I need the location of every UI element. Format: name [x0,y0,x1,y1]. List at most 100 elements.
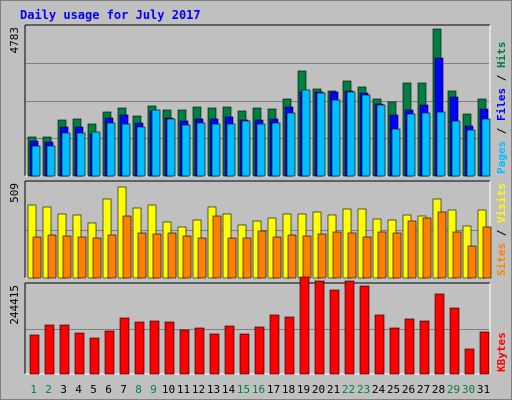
bar-pages [241,120,251,177]
series-pages [31,89,491,177]
legend-entry: Sites [495,243,508,276]
bar-kbytes [434,293,445,375]
x-tick-label: 14 [222,383,236,396]
panel-visits: 509 Sites / Visits [8,180,508,279]
bar-sites [47,234,57,279]
bar-pages [226,123,236,177]
x-tick-label: 20 [312,383,325,396]
x-tick-label: 13 [207,383,220,396]
series-sites [32,211,492,279]
bar-sites [482,226,492,279]
bar-kbytes [374,314,385,375]
bar-pages [196,122,206,177]
x-tick-label: 30 [462,383,475,396]
bar-pages [151,109,161,177]
bar-sites [62,235,72,279]
x-tick-label: 1 [30,383,37,396]
bar-sites [437,211,447,279]
bar-kbytes [209,333,220,375]
bar-pages [361,94,371,177]
x-axis-labels: 1 2 3 4 5 6 7 8 9 10 11 12 13 14 15 16 17 18 19 20 21 22 23 24 2… [30,383,490,396]
bar-pages [136,126,146,177]
bar-sites [137,232,147,279]
x-tick-label: 2 [45,383,52,396]
bar-kbytes [389,327,400,375]
bar-pages [91,131,101,177]
bar-pages [331,99,341,177]
bar-sites [107,234,117,279]
bar-pages [211,123,221,177]
bar-sites [377,231,387,279]
bar-pages [316,92,326,177]
bar-kbytes [164,321,175,375]
bar-kbytes [449,307,460,375]
bar-kbytes [329,289,340,375]
bar-sites [212,215,222,279]
x-tick-label: 7 [120,383,127,396]
bar-pages [121,123,131,177]
bar-kbytes [119,317,130,375]
x-tick-label: 8 [135,383,142,396]
bar-sites [182,235,192,279]
x-tick-label: 12 [192,383,205,396]
bar-kbytes [419,320,430,375]
x-tick-label: 24 [372,383,386,396]
legend-entry: Visits [495,183,508,223]
bar-pages [301,89,311,177]
x-tick-label: 19 [297,383,310,396]
x-tick-label: 21 [327,383,340,396]
bar-sites [257,230,267,279]
bar-kbytes [29,334,40,375]
chart-title: Daily usage for July 2017 [20,8,201,22]
bar-kbytes [254,326,265,375]
bar-sites [467,245,477,279]
x-tick-label: 9 [150,383,157,396]
panel-hits: 4783 Pages / Files / Hits [8,24,508,177]
bar-sites [32,236,42,279]
legend-entry: Hits [495,42,508,69]
x-tick-label: 26 [402,383,415,396]
bar-kbytes [134,321,145,375]
legend-entry: / [495,121,508,141]
bar-sites [422,217,432,279]
legend: Sites / Visits [495,183,508,276]
bar-kbytes [149,320,160,375]
legend: Pages / Files / Hits [495,42,508,175]
bar-kbytes [314,280,325,375]
x-tick-label: 16 [252,383,265,396]
x-tick-label: 29 [447,383,460,396]
bar-kbytes [479,331,490,375]
bar-kbytes [104,330,115,375]
y-max-label: 4783 [8,27,21,54]
bar-kbytes [194,327,205,375]
bar-sites [92,237,102,279]
bar-pages [61,132,71,177]
bar-sites [362,236,372,279]
bar-pages [286,112,296,177]
bar-pages [481,118,491,177]
bar-pages [346,91,356,177]
x-tick-label: 27 [417,383,430,396]
bar-pages [46,145,56,177]
bar-pages [76,132,86,177]
x-tick-label: 15 [237,383,250,396]
bar-kbytes [239,333,250,375]
series-visits [27,186,487,279]
bar-sites [347,232,357,279]
bar-kbytes [59,324,70,375]
bar-pages [256,123,266,177]
bar-pages [421,112,431,177]
x-tick-label: 17 [267,383,280,396]
bar-kbytes [224,325,235,375]
bar-sites [302,235,312,279]
x-tick-label: 18 [282,383,295,396]
y-max-label: 244415 [8,285,21,325]
bar-sites [287,234,297,279]
y-max-label: 509 [8,183,21,203]
bar-kbytes [74,332,85,375]
legend-entry: Pages [495,141,508,174]
x-tick-label: 25 [387,383,400,396]
legend-entry: / [495,223,508,243]
bar-kbytes [89,337,100,375]
